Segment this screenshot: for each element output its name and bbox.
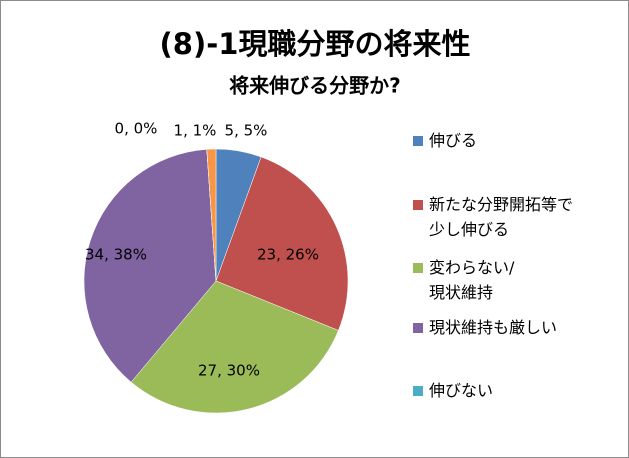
legend-label: 伸びる <box>429 128 621 153</box>
legend-swatch <box>413 386 423 396</box>
data-label: 27, 30% <box>198 362 260 380</box>
legend-swatch <box>413 263 423 273</box>
data-label: 34, 38% <box>85 246 147 264</box>
legend-label: 伸びない <box>429 378 621 403</box>
legend-label: 変わらない/ 現状維持 <box>429 255 621 305</box>
legend-label: 現状維持も厳しい <box>429 315 621 340</box>
legend-label: 新たな分野開拓等で 少し伸びる <box>429 192 621 242</box>
legend-swatch <box>413 200 423 210</box>
data-label: 5, 5% <box>225 122 268 140</box>
legend-item: 伸びない <box>411 378 621 403</box>
data-label: 0, 0% <box>115 120 158 138</box>
data-label: 1, 1% <box>174 122 217 140</box>
legend-item: 伸びる <box>411 128 621 153</box>
legend-item: 変わらない/ 現状維持 <box>411 255 621 305</box>
legend-item: 新たな分野開拓等で 少し伸びる <box>411 192 621 242</box>
chart-subtitle: 将来伸びる分野か? <box>229 74 401 98</box>
chart-title: (8)-1現職分野の将来性 <box>160 27 471 61</box>
data-label: 23, 26% <box>257 246 319 264</box>
legend-swatch <box>413 136 423 146</box>
chart: (8)-1現職分野の将来性 将来伸びる分野か? 5, 5% 23, 26% 27, … <box>0 0 629 458</box>
legend-item: 現状維持も厳しい <box>411 315 621 340</box>
legend-swatch <box>413 323 423 333</box>
